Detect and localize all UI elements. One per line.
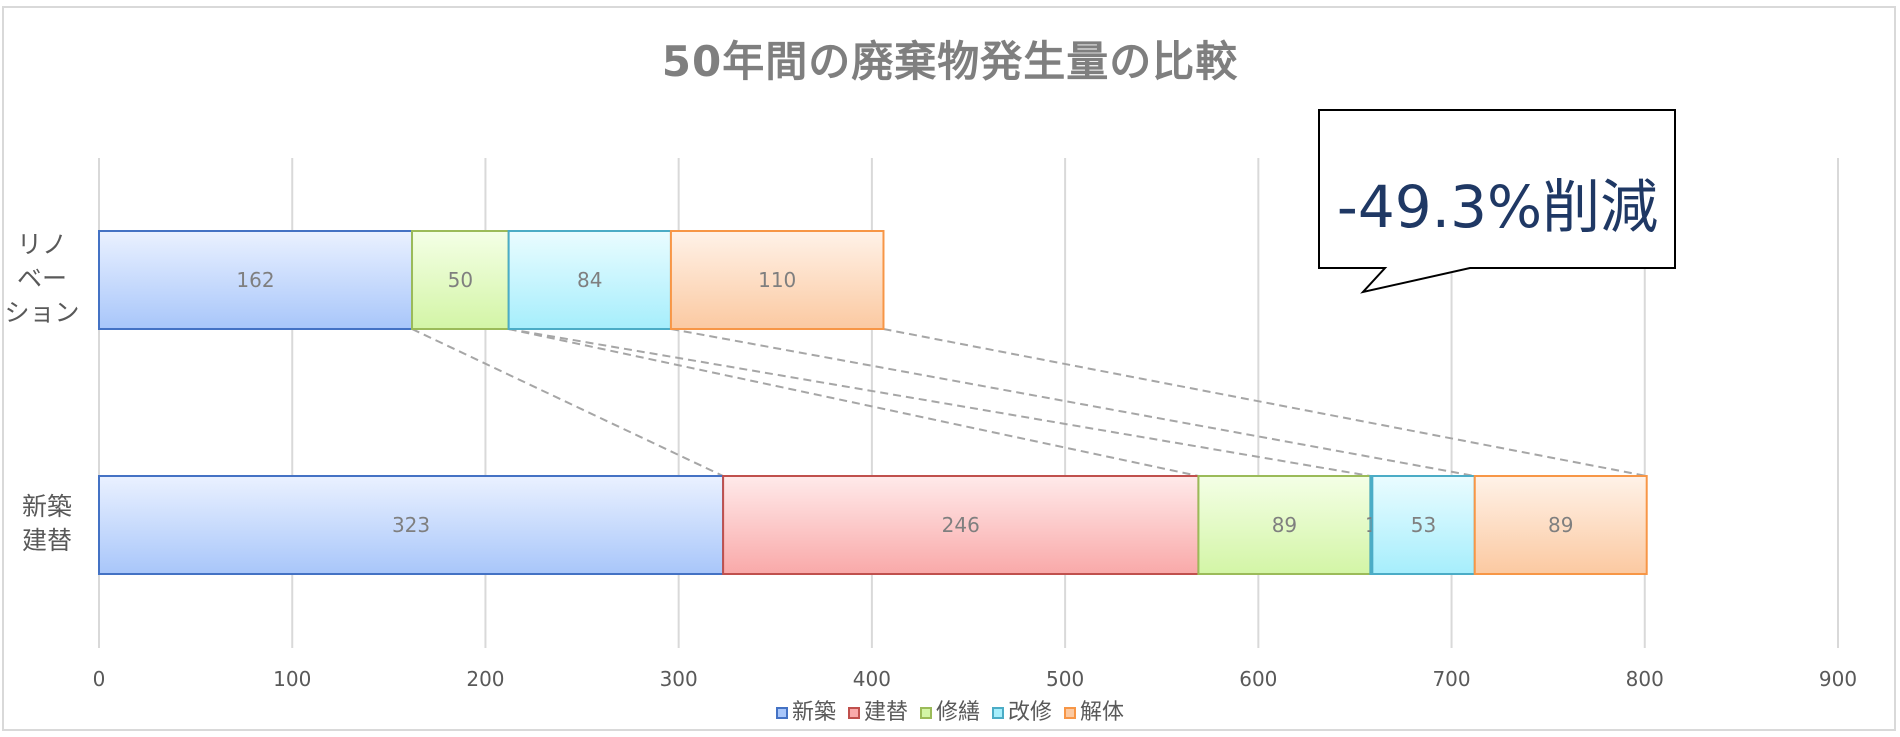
data-label: 89 [1272,513,1297,537]
x-tick-label: 800 [1626,667,1664,691]
bar-segment [98,475,725,575]
callout-annotation: -49.3%削減 [1336,173,1659,241]
data-label: 50 [448,268,473,292]
x-axis-ticks: 0 100 200 300 400 500 600 700 800 900 [93,667,1857,691]
legend-swatch [775,707,788,719]
connector-line [670,328,1475,477]
category-label: リノ ベー ション [4,230,80,327]
bar-segment [411,230,510,330]
connector-lines [411,328,1647,477]
bar-segment [1371,475,1476,575]
legend: 新築 建替 修繕 改修 解体 [0,694,1900,726]
data-label: 53 [1411,513,1436,537]
legend-item: 修繕 [919,694,980,726]
x-tick-label: 700 [1432,667,1470,691]
bar-segment [722,475,1200,575]
x-tick-label: 0 [93,667,106,691]
connector-line [508,328,1371,477]
legend-label: 解体 [1080,700,1125,725]
legend-item: 新築 [775,694,836,726]
legend-swatch [992,707,1004,719]
x-tick-label: 900 [1819,667,1857,691]
legend-item: 改修 [992,694,1052,726]
bar-segment [507,230,672,330]
callout [1318,109,1676,294]
legend-label: 改修 [1008,700,1053,725]
legend-swatch [847,707,860,719]
connector-line [411,328,724,477]
x-tick-label: 500 [1046,667,1084,691]
data-label: 323 [392,513,430,537]
x-tick-label: 100 [273,667,311,691]
data-label: 162 [236,268,274,292]
legend-item: 解体 [1064,694,1124,726]
data-label: 246 [942,513,980,537]
data-label: 84 [577,268,602,292]
legend-label: 建替 [863,700,908,725]
data-label: 89 [1548,513,1573,537]
connector-line [508,328,1199,477]
bars: 16250841103232468915389 [98,230,1648,575]
bar-segment [1473,475,1648,575]
legend-item: 建替 [847,694,908,726]
data-label: 110 [758,268,796,292]
chart-title: 50年間の廃棄物発生量の比較 [661,37,1239,86]
bar-segment [98,230,414,330]
x-tick-label: 400 [853,667,891,691]
bar-segment [669,230,885,330]
legend-swatch [1064,707,1077,719]
category-label: 新築 建替 [21,492,72,555]
legend-label: 修繕 [935,700,980,725]
callout-box [1318,109,1676,294]
legend-swatch [919,707,932,719]
x-tick-label: 200 [466,667,504,691]
connector-line [883,328,1647,477]
x-tick-label: 600 [1239,667,1277,691]
legend-label: 新築 [791,700,836,725]
x-tick-label: 300 [660,667,698,691]
